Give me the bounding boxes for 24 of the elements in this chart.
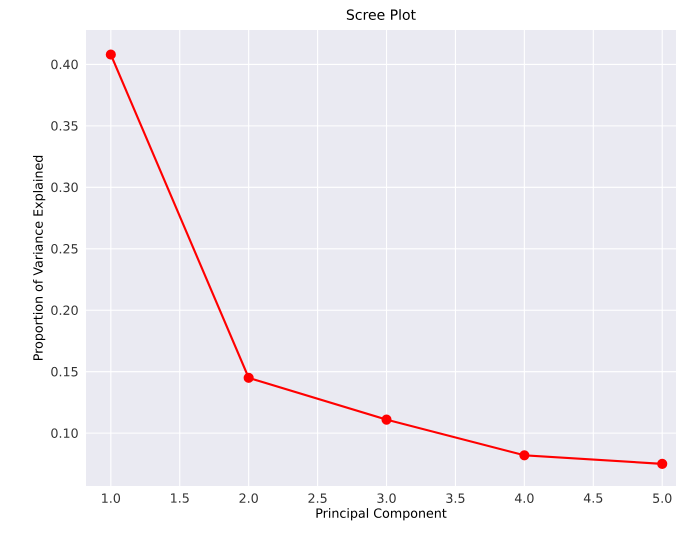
x-tick-label: 2.0 (240, 493, 258, 503)
point (381, 414, 392, 425)
x-tick-label: 3.0 (377, 493, 396, 503)
y-tick-label: 0.40 (51, 60, 78, 70)
x-tick-label: 5.0 (653, 493, 672, 503)
x-tick-label: 3.5 (446, 493, 464, 503)
point (657, 458, 668, 469)
x-axis-title: Principal Component (316, 508, 446, 520)
y-axis-title: Proportion of Variance Explained (33, 156, 46, 360)
x-tick-label: 2.5 (308, 493, 327, 503)
y-tick-label: 0.10 (51, 428, 78, 438)
x-tick-label: 4.0 (514, 493, 534, 503)
x-tick-label: 4.5 (584, 493, 602, 503)
y-tick-label: 0.25 (51, 244, 78, 254)
point (106, 50, 116, 60)
x-tick-label: 1.5 (171, 493, 189, 503)
point (244, 372, 254, 383)
y-tick-label: 0.35 (51, 121, 78, 131)
y-tick-label: 0.20 (51, 305, 78, 316)
y-tick-label: 0.30 (51, 182, 78, 192)
x-tick-label: 1.0 (102, 493, 120, 503)
y-tick-label: 0.15 (51, 366, 78, 376)
chart-title: Scree Plot (346, 9, 416, 20)
point (519, 450, 530, 460)
